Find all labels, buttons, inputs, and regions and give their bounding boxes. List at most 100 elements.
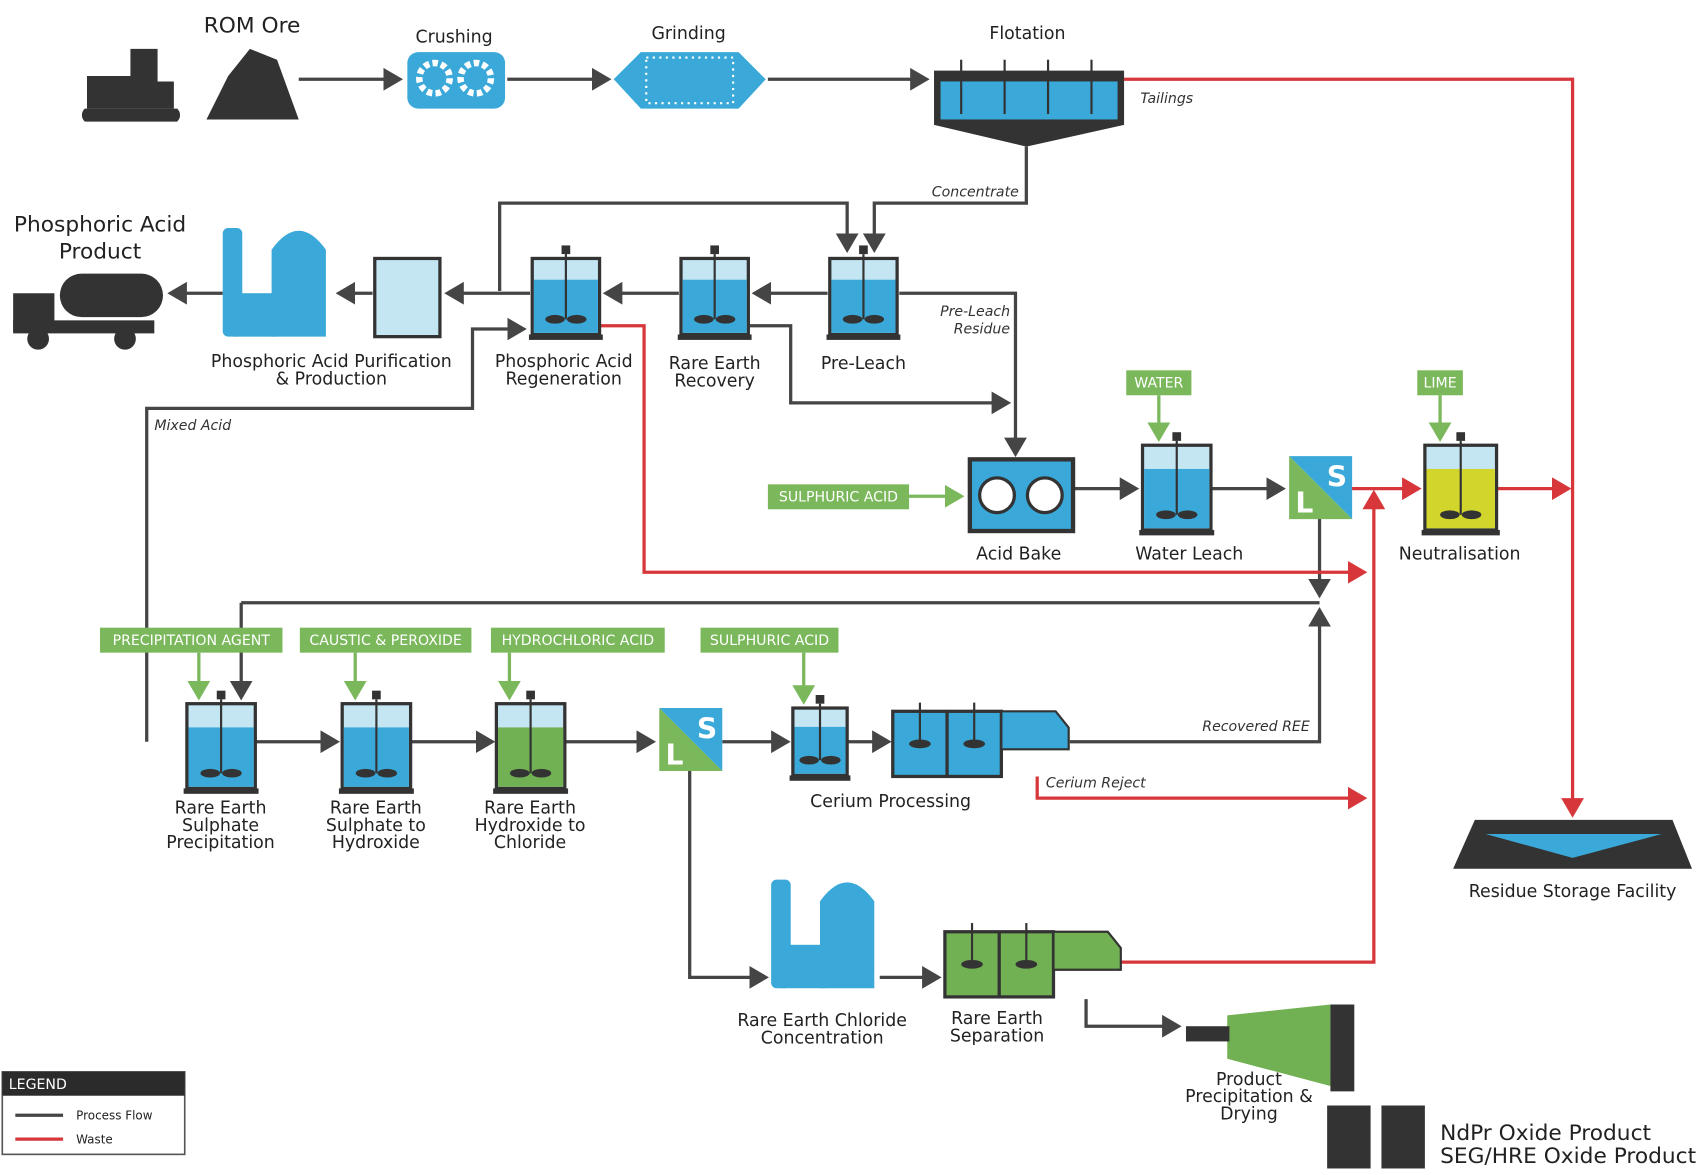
purification-filter [373,256,442,339]
reagent-label: HYDROCHLORIC ACID [502,633,655,649]
reagent-box [700,627,839,653]
node-label: Water Leach [1135,544,1243,564]
reagent-label: CAUSTIC & PEROXIDE [309,633,462,649]
reagent-label: WATER [1134,376,1183,392]
node-label: Neutralisation [1399,544,1521,564]
product-label: SEG/HRE Oxide Product [1440,1144,1696,1169]
node-label: Drying [1220,1105,1278,1125]
reagent-label: SULPHURIC ACID [779,490,898,506]
dryer-feed [1185,1026,1230,1042]
node-label: Hydroxide [332,833,420,853]
truck-tank [59,273,164,318]
hydroxide-tank-blade [355,768,376,778]
process-line [145,317,527,742]
stream-label: Cerium Reject [1046,775,1146,791]
process-line [899,291,1027,458]
truck-wheel [114,327,136,350]
node-label: Hydroxide to [475,816,586,836]
reagent-box [490,627,665,653]
separator-liquid: L [665,739,683,772]
water-leach-tank-base [1139,529,1215,536]
reagent-label: PRECIPITATION AGENT [113,633,271,649]
stream-label: Recovered REE [1202,719,1310,735]
waste-line [1035,776,1368,810]
reagent-box [1126,370,1192,396]
reagent-box [767,484,910,510]
node-label: ROM Ore [204,14,301,39]
reagent-label: LIME [1424,376,1457,392]
kiln-drum [978,476,1017,515]
regeneration-tank-blade [566,314,587,324]
residue-pond-fill [1485,834,1662,858]
node-label: Grinding [651,24,725,44]
recovery-tank-base [677,334,752,340]
cerium-tank-base [789,775,851,781]
water-leach-tank-blade [1177,510,1198,520]
node-label: Rare Earth Chloride [737,1011,907,1031]
node-label: Acid Bake [976,544,1061,564]
waste-line [1124,77,1584,818]
chloride-tank-blade [531,768,552,778]
process-line [498,201,859,292]
node-label: Rare Earth [951,1009,1043,1029]
node-label: Cerium Processing [810,792,971,812]
legend-item: Waste [76,1133,113,1147]
purification-column [233,293,278,337]
neutralisation-tank-motor [1456,432,1466,441]
chloride-concentration-column [781,944,826,989]
truck-wheel [27,327,49,350]
crusher-gear [457,59,495,97]
node-label: Rare Earth [330,798,422,818]
product-label: Product [59,239,141,264]
separation-cells-discharge [1052,930,1122,971]
pre-leach-tank-blade [864,314,885,324]
separation-cells-blade [1015,959,1038,969]
process-line [749,324,1012,415]
node-label: Residue Storage Facility [1469,882,1677,902]
legend-item: Process Flow [76,1109,153,1123]
chloride-tank-base [493,788,569,794]
neutralisation-tank-blade [1440,510,1460,520]
cerium-tank-blade [821,755,841,765]
cerium-tank-blade [799,755,819,765]
legend-title: LEGEND [9,1077,67,1093]
node-label: Product [1216,1070,1282,1090]
node-label: Rare Earth [484,798,576,818]
cerium-cells-blade [963,739,986,749]
regeneration-tank-base [528,334,603,340]
reagent-box [100,627,283,653]
ore-pile [206,48,299,120]
cerium-tank-motor [815,695,825,704]
node-label: Recovery [674,372,754,392]
separator-solid: S [1327,461,1347,494]
node-label: Rare Earth [669,354,761,374]
recovery-tank-blade [694,314,714,324]
neutralisation-tank-blade [1461,510,1482,520]
sulphate-precipitation-tank-blade [200,768,221,778]
node-label: Separation [950,1026,1044,1046]
stream-label: Tailings [1140,91,1193,107]
recovery-tank-motor [710,245,720,255]
cerium-cells-discharge [1000,710,1070,751]
sulphate-precipitation-tank-blade [222,768,242,778]
node-label: Rare Earth [175,798,267,818]
product-label: NdPr Oxide Product [1440,1121,1651,1146]
waste-line [1118,489,1386,964]
bulldozer-tracks [81,108,181,122]
regeneration-tank-motor [561,245,571,255]
node-label: Concentration [761,1029,884,1049]
separator-solid: S [697,712,717,745]
reagent-box [1417,370,1463,396]
sulphate-precipitation-tank-motor [216,690,226,700]
node-label: Precipitation & [1185,1087,1313,1107]
stream-label: Residue [954,321,1011,337]
pre-leach-tank-base [826,334,901,340]
process-line [1084,999,1182,1038]
hydroxide-tank-blade [377,768,398,778]
kiln-drum [1025,476,1064,515]
chloride-tank-motor [526,690,535,700]
process-line [688,768,769,989]
neutralisation-tank-base [1421,529,1500,536]
